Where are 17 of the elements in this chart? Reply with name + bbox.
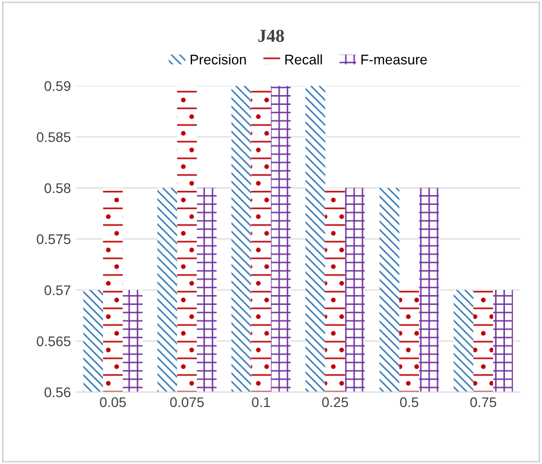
x-tick-label: 0.25 (322, 397, 348, 408)
y-tick-label: 0.565 (36, 336, 70, 346)
legend-label: F-measure (361, 54, 427, 64)
y-tick-label: 0.58 (44, 183, 70, 194)
x-tick-label: 0.1 (252, 397, 270, 408)
x-tick-label: 0.075 (170, 397, 204, 408)
y-tick-label: 0.575 (36, 234, 70, 244)
x-tick-label: 0.5 (400, 397, 418, 408)
chart-title: J48 (258, 30, 284, 42)
y-tick-label: 0.57 (44, 285, 70, 296)
legend-label: Precision (190, 54, 246, 64)
x-tick-label: 0.75 (470, 397, 496, 408)
legend-label: Recall (285, 54, 322, 64)
y-tick-label: 0.585 (36, 132, 70, 142)
y-tick-label: 0.56 (44, 387, 70, 398)
y-tick-label: 0.59 (44, 81, 70, 92)
x-tick-label: 0.05 (100, 397, 126, 408)
